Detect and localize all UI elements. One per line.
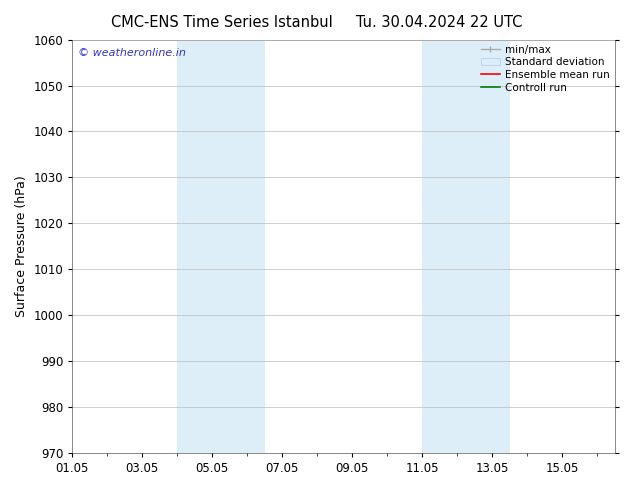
Legend: min/max, Standard deviation, Ensemble mean run, Controll run: min/max, Standard deviation, Ensemble me…: [478, 42, 612, 96]
Text: CMC-ENS Time Series Istanbul     Tu. 30.04.2024 22 UTC: CMC-ENS Time Series Istanbul Tu. 30.04.2…: [112, 15, 522, 30]
Y-axis label: Surface Pressure (hPa): Surface Pressure (hPa): [15, 175, 28, 317]
Bar: [422, 40, 510, 453]
Text: © weatheronline.in: © weatheronline.in: [78, 48, 186, 58]
Bar: [178, 40, 265, 453]
